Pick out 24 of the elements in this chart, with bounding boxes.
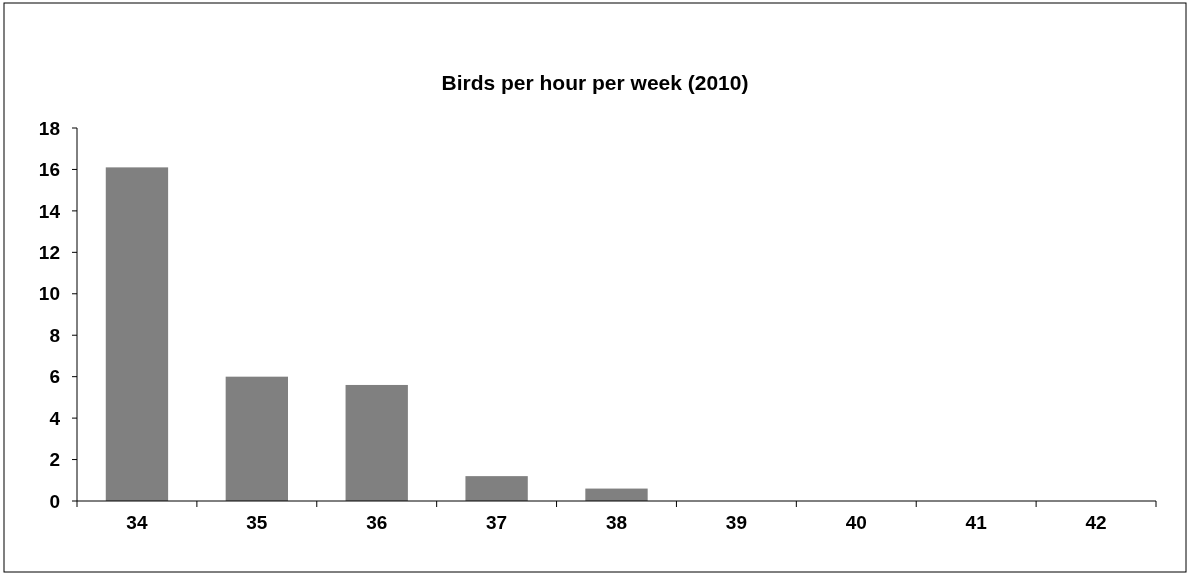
x-tick-label: 39 [725, 512, 747, 533]
y-tick-label: 10 [38, 283, 60, 305]
x-tick-label: 34 [126, 512, 148, 533]
bar [465, 476, 528, 501]
y-tick-label: 16 [38, 159, 60, 181]
y-tick-label: 18 [38, 117, 60, 139]
bar [345, 384, 408, 501]
x-tick-label: 37 [486, 512, 508, 533]
y-tick-label: 14 [38, 200, 61, 222]
bar [225, 376, 288, 501]
y-tick-label: 6 [49, 366, 60, 388]
chart-title: Birds per hour per week (2010) [441, 71, 749, 94]
x-tick-label: 41 [965, 512, 988, 533]
y-tick-label: 0 [49, 490, 60, 512]
y-tick-label: 4 [49, 407, 61, 429]
x-tick-label: 38 [605, 512, 628, 533]
y-tick-label: 12 [38, 241, 60, 263]
x-tick-label: 35 [246, 512, 268, 533]
x-tick-label: 40 [845, 512, 867, 533]
y-tick-label: 8 [49, 324, 60, 346]
bar [105, 167, 169, 501]
x-tick-label: 36 [366, 512, 388, 533]
x-tick-label: 42 [1085, 512, 1107, 533]
y-tick-label: 2 [49, 449, 60, 471]
